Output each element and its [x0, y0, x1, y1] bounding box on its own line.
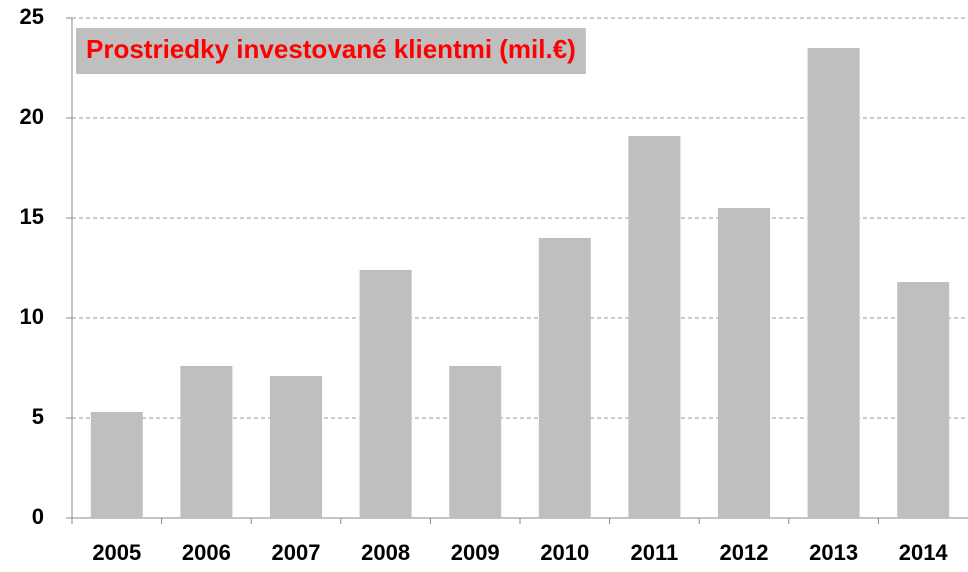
y-tick-label: 15 [20, 204, 44, 229]
x-tick-label: 2008 [361, 540, 410, 565]
y-tick-label: 0 [32, 504, 44, 529]
bar [90, 412, 143, 518]
chart-title: Prostriedky investované klientmi (mil.€) [86, 34, 576, 64]
title-box [76, 28, 586, 74]
bar [628, 136, 681, 518]
bar [359, 270, 412, 518]
x-tick-label: 2014 [899, 540, 949, 565]
bar [180, 366, 233, 518]
x-tick-label: 2010 [540, 540, 589, 565]
bar [807, 48, 860, 518]
bar [270, 376, 322, 518]
x-tick-label: 2009 [451, 540, 500, 565]
y-tick-label: 25 [20, 4, 44, 29]
y-tick-label: 20 [20, 104, 44, 129]
x-tick-label: 2005 [92, 540, 141, 565]
x-tick-label: 2011 [631, 540, 679, 565]
y-tick-label: 5 [32, 404, 44, 429]
bar [718, 208, 770, 518]
x-tick-label: 2012 [720, 540, 769, 565]
bar [897, 282, 950, 518]
bar [538, 238, 591, 518]
x-tick-label: 2006 [182, 540, 231, 565]
y-tick-label: 10 [20, 304, 44, 329]
x-tick-label: 2013 [809, 540, 858, 565]
x-tick-label: 2007 [272, 540, 321, 565]
bar [449, 366, 502, 518]
